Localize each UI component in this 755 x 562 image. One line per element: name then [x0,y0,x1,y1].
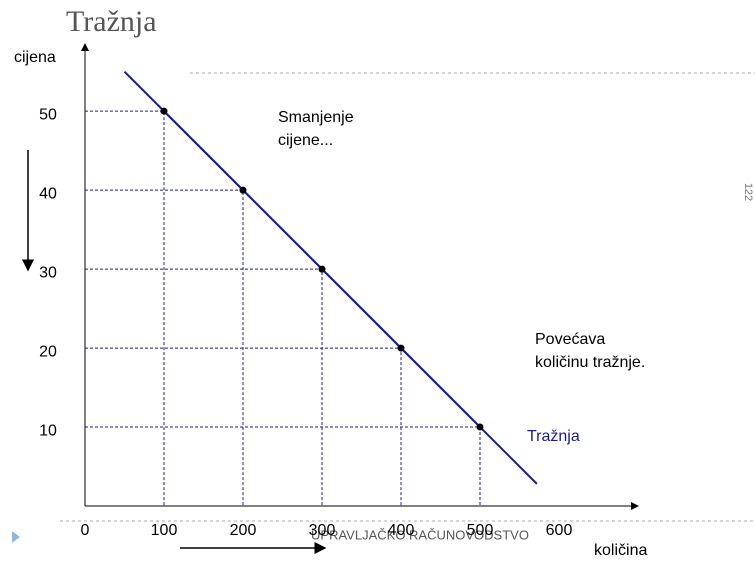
guide-line [85,268,323,506]
annotation: Povećava [535,331,605,348]
annotation: cijene... [278,132,333,149]
point [476,423,484,431]
x-tick-label: 100 [151,522,178,539]
point [397,344,405,352]
x-tick-label: 400 [388,522,415,539]
x-tick-label: 0 [81,522,90,539]
x-tick-label: 600 [546,522,573,539]
point [160,107,168,115]
point [239,186,247,194]
page-number: 122 [742,183,754,201]
y-tick-label: 30 [39,264,57,281]
y-tick-label: 50 [39,106,57,123]
point [318,265,326,273]
y-tick-label: 40 [39,185,57,202]
x-axis-label: količina [594,542,647,559]
x-tick-label: 200 [230,522,257,539]
y-tick-label: 20 [39,343,57,360]
y-tick-label: 10 [39,422,57,439]
slide-title: Tražnja [66,5,157,38]
guide-line [85,426,481,506]
annotation: Smanjenje [278,109,354,126]
x-tick-label: 300 [309,522,336,539]
y-axis-label: cijena [14,49,56,66]
annotation: količinu tražnje. [535,354,645,371]
guide-line [85,110,165,506]
legend-label: Tražnja [527,428,580,445]
x-tick-label: 500 [467,522,494,539]
bullet [12,531,20,543]
footer: UPRAVLJAČKO RAČUNOVODSTVO [311,527,529,542]
